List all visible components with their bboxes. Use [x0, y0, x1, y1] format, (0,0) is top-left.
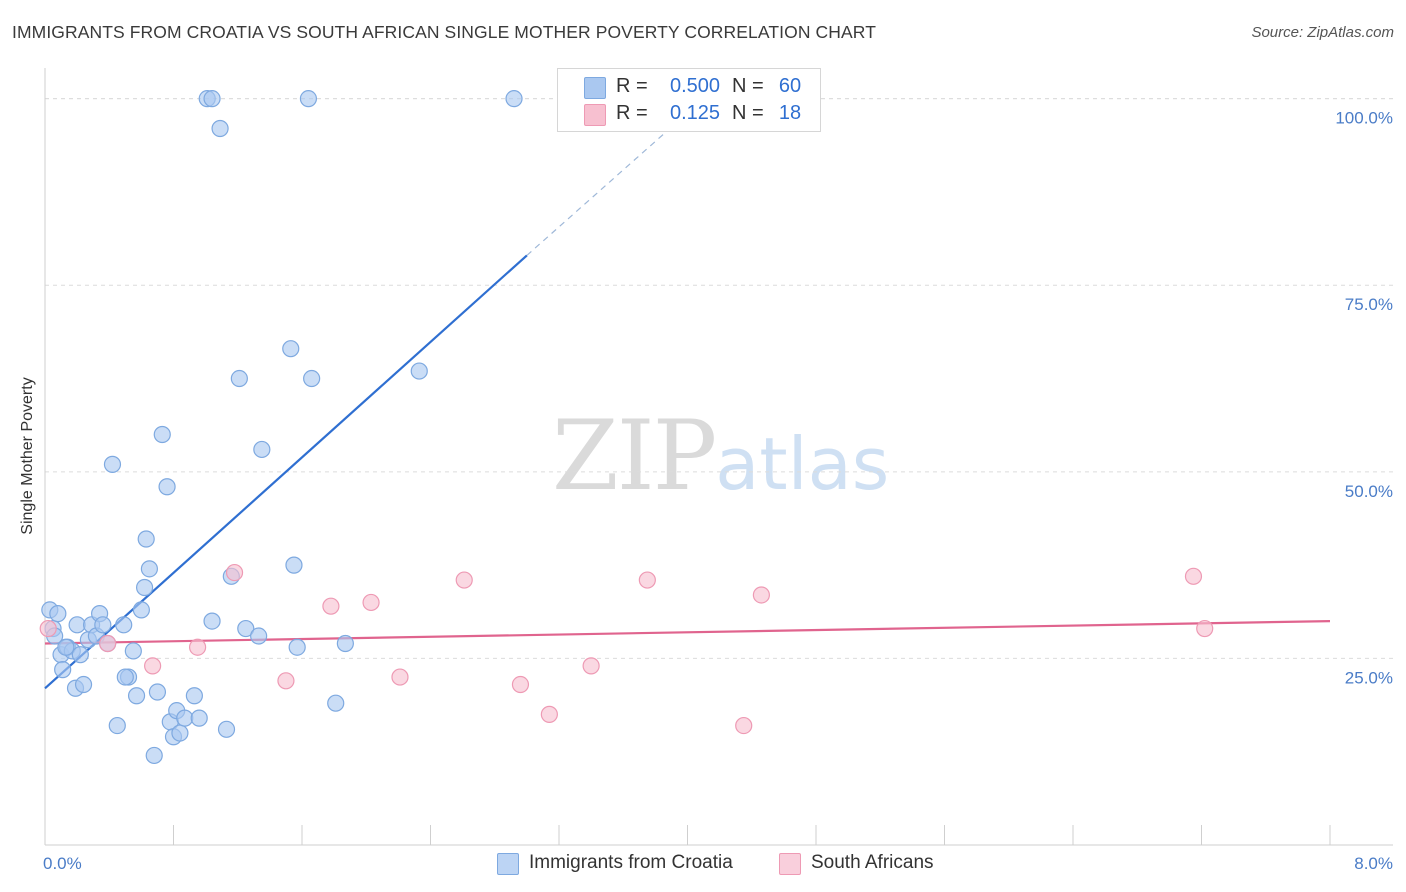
correlation-legend: R = 0.500 N = 60 R = 0.125 N = 18 [557, 68, 821, 132]
point-south-africans [1196, 619, 1214, 638]
legend-swatch-south-africans [584, 104, 606, 126]
point-croatia [327, 694, 345, 712]
legend-n-label: N = [732, 102, 764, 124]
tick-labels: 25.0% 50.0% 75.0% 100.0% 0.0% 8.0% [43, 109, 1393, 873]
point-south-africans [99, 634, 117, 653]
point-croatia [140, 560, 159, 578]
legend-r-value: 0.125 [669, 102, 721, 124]
point-south-africans [39, 619, 57, 638]
x-tick-label-min: 0.0% [43, 854, 82, 873]
point-south-africans [322, 597, 340, 615]
point-south-africans [188, 638, 207, 656]
axes [44, 68, 1393, 846]
point-croatia [282, 340, 300, 358]
point-south-africans [540, 705, 558, 723]
point-croatia [94, 616, 112, 634]
point-croatia [505, 90, 523, 108]
point-croatia [103, 455, 122, 473]
source-credit: Source: ZipAtlas.com [1251, 24, 1394, 41]
point-croatia [211, 119, 229, 138]
point-south-africans [752, 586, 770, 604]
point-croatia [285, 556, 303, 574]
bottom-legend-swatch-croatia [497, 853, 519, 875]
watermark: ZIPatlas [552, 400, 889, 512]
point-croatia [49, 605, 67, 623]
point-croatia [230, 369, 248, 388]
legend-r-label: R = [616, 75, 648, 97]
point-croatia [190, 709, 208, 727]
point-croatia [74, 675, 93, 694]
chart-title: IMMIGRANTS FROM CROATIA VS SOUTH AFRICAN… [12, 22, 876, 42]
point-croatia [203, 612, 221, 630]
point-croatia [145, 746, 163, 765]
point-south-africans [225, 563, 244, 582]
point-croatia [336, 634, 354, 653]
y-tick-label: 50.0% [1345, 482, 1393, 501]
point-croatia [71, 646, 89, 664]
legend-swatch-croatia [584, 77, 606, 99]
trend-line-croatia [44, 254, 528, 690]
point-croatia [127, 687, 146, 705]
point-croatia [171, 724, 189, 742]
point-south-africans [638, 571, 656, 589]
point-croatia [108, 716, 126, 735]
point-croatia [158, 478, 176, 496]
x-tick-label-max: 8.0% [1354, 854, 1393, 873]
trend-lines [44, 98, 1331, 690]
bottom-legend-label-croatia: Immigrants from Croatia [529, 852, 733, 873]
point-croatia [116, 668, 134, 686]
point-croatia [115, 616, 133, 634]
point-croatia [250, 627, 268, 645]
point-croatia [68, 616, 86, 634]
point-croatia [217, 720, 236, 738]
point-croatia [54, 661, 72, 679]
point-south-africans [1184, 567, 1203, 585]
bottom-legend-label-south-africans: South Africans [811, 852, 934, 873]
point-south-africans [735, 716, 753, 735]
bottom-legend-swatch-south-africans [779, 853, 801, 875]
point-croatia [124, 642, 142, 660]
point-croatia [237, 619, 255, 638]
watermark-atlas: atlas [715, 422, 890, 506]
legend-r-label: R = [616, 102, 648, 124]
point-croatia [148, 683, 167, 701]
point-south-africans [455, 571, 473, 589]
y-tick-label: 75.0% [1345, 295, 1393, 314]
trend-line-south-africans [44, 619, 1331, 645]
point-croatia [288, 638, 306, 656]
point-croatia [137, 530, 155, 548]
legend-n-value: 60 [778, 75, 802, 97]
point-croatia [203, 90, 221, 108]
point-croatia [132, 601, 150, 619]
point-south-africans [362, 593, 380, 612]
legend-n-label: N = [732, 75, 764, 97]
point-south-africans [511, 675, 530, 694]
point-croatia [57, 638, 75, 656]
point-south-africans [391, 668, 409, 686]
y-tick-label: 100.0% [1335, 109, 1393, 128]
data-points [39, 90, 1214, 765]
watermark-zip: ZIP [552, 400, 717, 512]
y-tick-label: 25.0% [1345, 668, 1393, 687]
legend-n-value: 18 [778, 102, 802, 124]
point-south-africans [277, 672, 295, 690]
point-croatia [410, 362, 428, 380]
point-croatia [299, 90, 318, 108]
point-croatia [176, 709, 194, 727]
point-south-africans [582, 657, 600, 675]
point-croatia [253, 440, 271, 459]
point-croatia [303, 369, 321, 388]
point-croatia [185, 687, 203, 705]
legend-r-value: 0.500 [669, 75, 721, 97]
point-croatia [135, 578, 154, 597]
point-croatia [153, 425, 171, 444]
point-south-africans [144, 657, 162, 675]
